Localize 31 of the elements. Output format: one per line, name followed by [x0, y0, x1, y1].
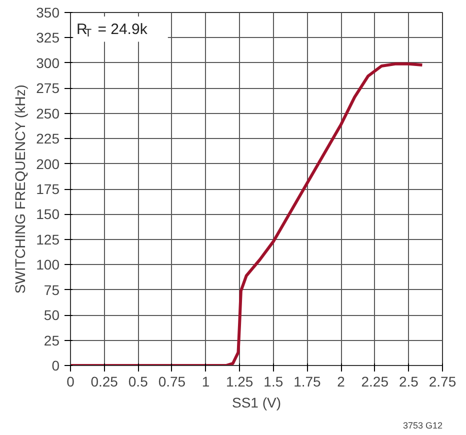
x-tick-label: 0.25 [90, 374, 118, 390]
y-tick-label: 75 [44, 282, 60, 298]
y-tick-label: 50 [44, 307, 60, 324]
x-tick-label: 0.75 [158, 374, 186, 390]
y-tick-label: 0 [52, 358, 60, 374]
y-tick-label: 250 [36, 105, 60, 122]
y-tick-label: 200 [36, 156, 60, 172]
x-tick-label: 0.5 [128, 374, 148, 390]
x-tick-label: 2.5 [398, 374, 419, 390]
x-tick-label: 2.75 [428, 374, 456, 390]
x-tick-label: 2 [337, 374, 346, 390]
y-tick-label: 325 [36, 30, 60, 46]
y-tick-label: 100 [36, 256, 60, 273]
x-tick-label: 1.5 [264, 374, 284, 390]
y-tick-label: 225 [36, 130, 60, 147]
y-tick-label: 25 [44, 332, 60, 348]
x-tick-label: 1 [202, 374, 210, 390]
y-tick-label: 300 [36, 54, 60, 71]
x-tick-label: 2.25 [361, 374, 389, 390]
y-tick-label: 175 [36, 181, 60, 197]
y-tick-label: 125 [36, 231, 60, 248]
x-tick-label: 1.25 [226, 374, 254, 390]
y-axis-title: SWITCHING FREQUENCY (kHz) [12, 84, 28, 294]
line-series [70, 62, 424, 366]
y-tick-label: 150 [36, 206, 60, 222]
y-tick-label: 275 [36, 80, 60, 96]
x-tick-label: 0 [66, 374, 75, 390]
text: 3753 G12 [402, 420, 443, 430]
y-tick-label: 350 [36, 4, 60, 20]
x-axis-title: SS1 (V) [232, 394, 282, 410]
x-tick-label: 1.75 [294, 374, 322, 390]
